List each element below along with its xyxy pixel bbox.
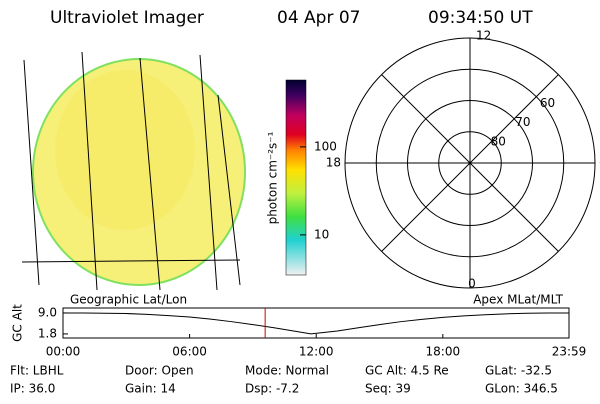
polar-ring [407,100,533,226]
x-tick-label: 23:59 [552,345,587,359]
mlt-label: 12 [476,29,491,43]
orbit-left-title: Geographic Lat/Lon [70,293,187,307]
x-tick-label: 00:00 [46,345,81,359]
title: Ultraviolet Imager [50,8,204,28]
x-tick-label: 06:00 [172,345,207,359]
orbit-right-title: Apex MLat/MLT [473,293,563,307]
polar-ring-label: 70 [515,115,530,129]
info-field: Door: Open [125,364,194,378]
y-tick-label: 1.8 [38,326,57,340]
y-tick-label: 9.0 [38,305,57,319]
info-panel: Flt: LBHL Door: Open Mode: Normal GC Alt: 4… [10,364,558,396]
colorbar-label: photon cm⁻²s⁻¹ [266,131,280,224]
colorbar [285,79,307,276]
polar-spoke [381,74,559,252]
colorbar-tick-label: 100 [314,139,337,153]
polar-ring [375,68,565,258]
info-field: GLon: 346.5 [485,382,558,396]
x-tick-label: 18:00 [426,345,461,359]
mlt-label: 18 [326,156,341,170]
colorbar-tick-label: 10 [314,227,329,241]
info-field: Dsp: -7.2 [245,382,299,396]
date: 04 Apr 07 [277,8,360,28]
time: 09:34:50 UT [428,8,533,28]
info-field: GLat: -32.5 [485,364,552,378]
info-field: Gain: 14 [125,382,176,396]
info-field: Flt: LBHL [10,364,64,378]
mlt-label: 0 [468,277,476,291]
polar-ring-label: 80 [491,134,506,148]
info-field: Seq: 39 [365,382,411,396]
y-axis-label: GC Alt [11,304,25,342]
polar-ring-label: 60 [540,96,555,110]
polar-grid: 607080126180 [326,29,600,291]
info-field: GC Alt: 4.5 Re [365,364,449,378]
info-field: Mode: Normal [245,364,329,378]
x-tick-label: 12:00 [299,345,334,359]
orbit-plot: Geographic Lat/Lon Apex MLat/MLT GC Alt 9.0… [11,293,587,359]
info-field: IP: 36.0 [10,382,55,396]
uv-image [21,51,246,291]
altitude-line [63,312,569,335]
polar-ring [438,131,502,195]
